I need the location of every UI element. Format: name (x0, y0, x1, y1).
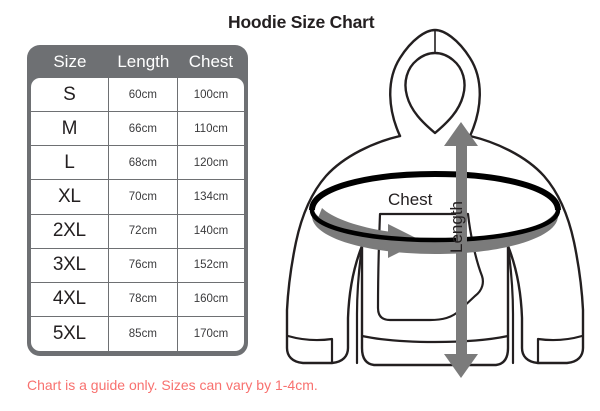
cell-size: L (31, 146, 109, 180)
table-row: M 66cm 110cm (31, 112, 244, 147)
table-row: S 60cm 100cm (31, 78, 244, 113)
waistband-hem (360, 334, 510, 344)
cell-size: M (31, 112, 109, 146)
cell-chest: 140cm (193, 225, 229, 238)
cell-chest: 134cm (193, 190, 229, 203)
table-body: S 60cm 100cm M 66cm 110cm L 68cm 120cm X… (31, 78, 244, 351)
hoodie-diagram: Chest Length (270, 18, 600, 378)
right-sleeve-seam (506, 244, 515, 365)
length-label: Length (447, 201, 466, 253)
cell-size: 3XL (31, 248, 109, 282)
length-measure-arrow (444, 122, 478, 378)
cell-size: 2XL (31, 214, 109, 248)
cell-length: 60cm (109, 78, 178, 112)
cell-length: 72cm (109, 214, 178, 248)
cell-length: 66cm (109, 112, 178, 146)
hood-outer-outline (389, 28, 481, 138)
table-row: XL 70cm 134cm (31, 180, 244, 215)
cell-chest: 152cm (193, 259, 229, 272)
column-header-chest: Chest (188, 52, 234, 71)
length-arrowhead-top (444, 122, 478, 146)
cell-length: 78cm (109, 282, 178, 316)
left-cuff (286, 334, 334, 365)
table-header-row: Size Length Chest (31, 45, 244, 78)
column-header-length: Length (117, 52, 170, 71)
page-title: Hoodie Size Chart (228, 12, 375, 32)
cell-chest: 110cm (194, 122, 228, 135)
left-sleeve-seam (355, 244, 364, 365)
size-chart-table: Size Length Chest S 60cm 100cm M 66cm 11… (27, 45, 248, 356)
disclaimer-text: Chart is a guide only. Sizes can vary by… (27, 377, 318, 393)
cell-chest: 100cm (193, 88, 229, 101)
cell-length: 76cm (109, 248, 178, 282)
cell-chest: 120cm (193, 156, 229, 169)
length-arrowhead-bottom (444, 354, 478, 378)
chest-label: Chest (388, 190, 433, 209)
hoodie-illustration-svg (285, 28, 585, 378)
cell-length: 70cm (109, 180, 178, 214)
table-row: L 68cm 120cm (31, 146, 244, 181)
column-header-size: Size (53, 52, 87, 71)
cell-length: 85cm (109, 316, 178, 351)
cell-size: S (31, 78, 109, 112)
hoodie-body-outline (285, 134, 585, 367)
hood-opening (404, 51, 466, 135)
chest-measure-band (309, 170, 561, 258)
table-row: 3XL 76cm 152cm (31, 248, 244, 283)
cell-size: XL (31, 180, 109, 214)
cell-chest: 170cm (193, 327, 229, 340)
table-row: 5XL 85cm 170cm (31, 316, 244, 351)
cell-size: 4XL (31, 282, 109, 316)
right-cuff (536, 334, 584, 365)
cell-chest: 160cm (193, 293, 229, 306)
cell-size: 5XL (31, 316, 109, 351)
cell-length: 68cm (109, 146, 178, 180)
kangaroo-pocket (376, 212, 484, 322)
table-row: 4XL 78cm 160cm (31, 282, 244, 317)
chest-ellipse-rim (309, 170, 561, 211)
table-row: 2XL 72cm 140cm (31, 214, 244, 249)
